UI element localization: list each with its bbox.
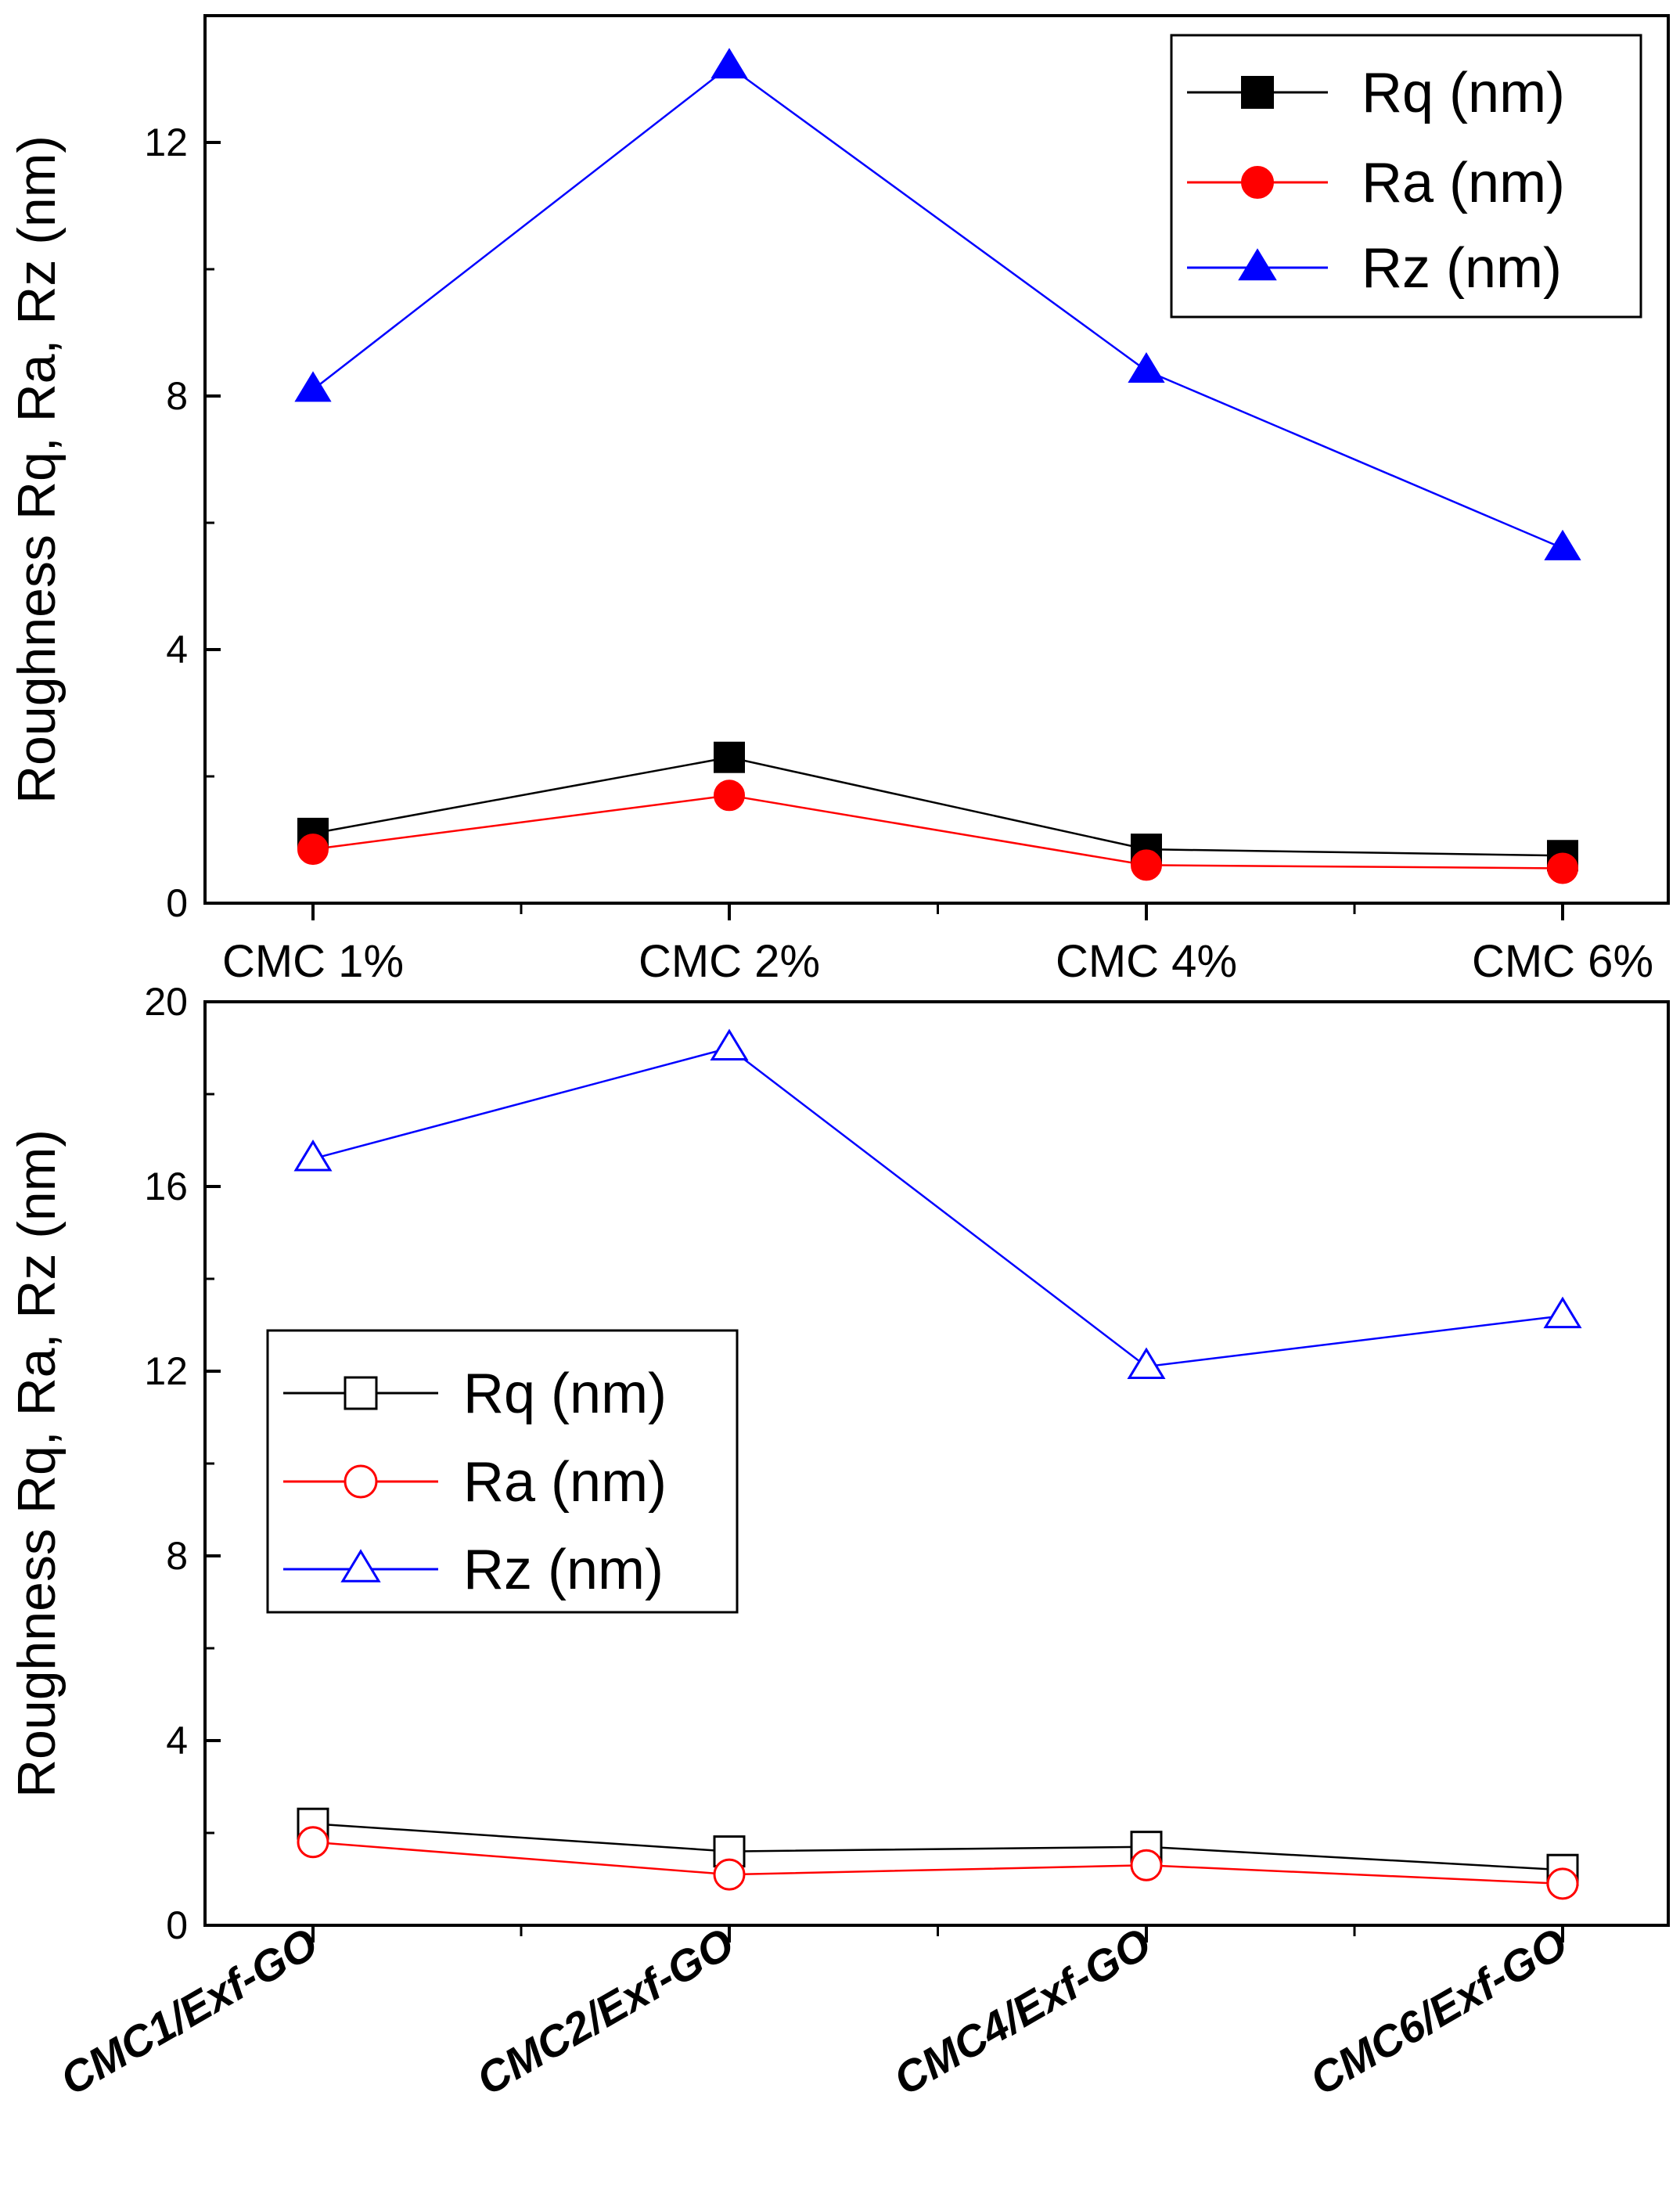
- y-tick-label: 8: [166, 374, 188, 418]
- legend-label-rz: Rz (nm): [463, 1539, 664, 1601]
- data-point-ra: [1546, 1867, 1579, 1900]
- legend-label-rq: Rq (nm): [463, 1363, 667, 1425]
- legend-marker-rz: [340, 1549, 381, 1582]
- series-line-rz: [312, 1046, 1563, 1368]
- y-axis-title: Roughness Rq, Ra, Rz (nm): [7, 135, 67, 804]
- y-axis: 0 4 8 12: [144, 121, 221, 925]
- x-tick-label: CMC6/Exf-GO: [1302, 1918, 1575, 2105]
- x-axis: CMC 1% CMC 2% CMC 4% CMC 6%: [222, 903, 1653, 987]
- data-point-ra: [297, 834, 329, 866]
- y-tick-label: 16: [144, 1165, 188, 1208]
- legend-marker-rq: [344, 1376, 378, 1410]
- x-tick-label: CMC 1%: [222, 936, 404, 987]
- y-tick-label: 12: [144, 1349, 188, 1393]
- y-tick-label: 4: [166, 1719, 188, 1763]
- data-point-ra: [1130, 1849, 1163, 1881]
- legend-label-ra: Ra (nm): [463, 1451, 667, 1514]
- data-point-rz: [1128, 352, 1165, 383]
- data-point-ra: [713, 1858, 746, 1891]
- y-axis-title: Roughness Rq, Ra, Rz (nm): [7, 1129, 67, 1798]
- data-point-ra: [297, 1826, 329, 1859]
- legend-marker-ra: [344, 1464, 378, 1499]
- x-tick-label: CMC2/Exf-GO: [469, 1918, 742, 2105]
- data-point-rz: [710, 1028, 749, 1060]
- series-group: [294, 48, 1581, 884]
- chart-bottom: Roughness Rq, Ra, Rz (nm) 0 4 8 12 16 20 CMC1…: [7, 980, 1670, 2105]
- y-tick-label: 20: [144, 980, 188, 1024]
- y-tick-label: 12: [144, 121, 188, 164]
- series-line-ra: [312, 794, 1563, 870]
- y-tick-label: 8: [166, 1534, 188, 1578]
- legend: Rq (nm) Ra (nm) Rz (nm): [1170, 34, 1642, 319]
- series-line-rz: [312, 65, 1563, 549]
- data-point-ra: [714, 780, 745, 812]
- legend-label-ra: Ra (nm): [1362, 152, 1565, 214]
- series-line-rq: [312, 1822, 1563, 1871]
- legend-marker-ra: [1241, 166, 1274, 199]
- legend-label-rz: Rz (nm): [1362, 237, 1562, 300]
- series-line-ra: [312, 1841, 1563, 1885]
- series-group: [293, 1028, 1582, 1900]
- data-point-rq: [714, 741, 745, 773]
- y-tick-label: 4: [166, 628, 188, 672]
- data-point-rz: [293, 1140, 333, 1172]
- data-point-ra: [1131, 849, 1162, 881]
- legend-label-rq: Rq (nm): [1362, 62, 1565, 124]
- data-point-rz: [1544, 529, 1581, 560]
- series-line-rq: [312, 756, 1563, 857]
- legend: Rq (nm) Ra (nm) Rz (nm): [266, 1329, 739, 1614]
- data-point-rz: [1127, 1347, 1166, 1380]
- legend-marker-rq: [1241, 76, 1274, 109]
- x-tick-label: CMC4/Exf-GO: [886, 1918, 1159, 2105]
- y-tick-label: 0: [166, 1903, 188, 1947]
- x-tick-label: CMC 4%: [1056, 936, 1237, 987]
- legend-marker-rz: [1238, 248, 1277, 281]
- y-tick-label: 0: [166, 881, 188, 925]
- x-tick-label: CMC1/Exf-GO: [52, 1918, 326, 2105]
- data-point-rz: [1543, 1296, 1582, 1329]
- data-point-rz: [710, 48, 748, 79]
- x-axis: CMC1/Exf-GO CMC2/Exf-GO CMC4/Exf-GO CMC6/Ex…: [52, 1918, 1575, 2105]
- data-point-ra: [1547, 852, 1578, 884]
- y-axis: 0 4 8 12 16 20: [144, 980, 221, 1947]
- data-point-rz: [294, 371, 332, 402]
- x-tick-label: CMC 6%: [1472, 936, 1653, 987]
- x-tick-label: CMC 2%: [639, 936, 820, 987]
